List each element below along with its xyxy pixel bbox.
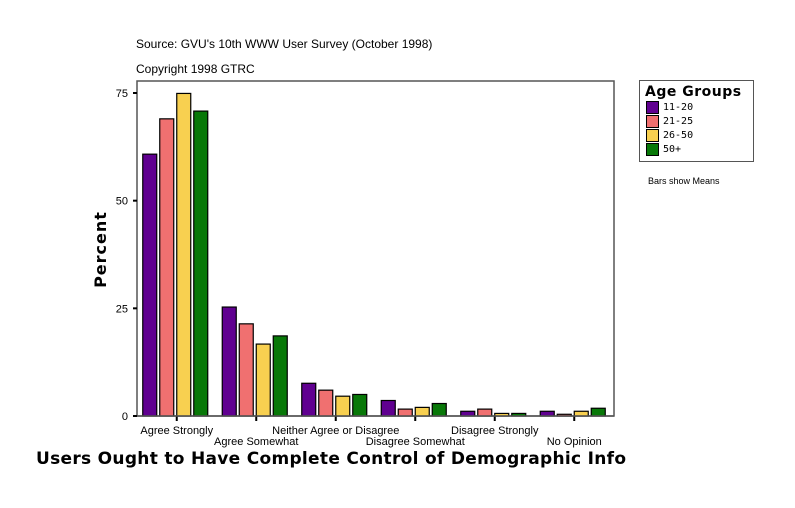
legend-swatch [646,114,659,128]
bar-50+ [352,393,368,417]
bar-11-20 [301,382,317,417]
note-text: Bars show Means [648,176,720,186]
bar-21-25 [397,408,413,417]
y-tick-label: 25 [116,303,128,315]
legend-title: Age Groups [645,84,742,100]
legend-swatch [646,100,659,114]
bar-21-25 [318,389,334,417]
legend-swatch [646,142,659,156]
bar-11-20 [221,306,237,417]
bar-11-20 [142,153,158,417]
legend-item: 26-50 [646,128,753,142]
legend: Age Groups 11-20 21-25 26-50 50+ [639,80,754,162]
x-tick-label: Agree Strongly [140,425,213,437]
y-tick-label: 75 [116,88,128,100]
legend-label: 11-20 [663,101,694,113]
x-tick-label: Disagree Strongly [451,425,539,437]
bar-50+ [431,402,447,417]
legend-item: 21-25 [646,114,753,128]
source-text: Source: GVU's 10th WWW User Survey (Octo… [136,37,433,51]
legend-label: 50+ [663,143,682,155]
bar-21-25 [477,408,493,417]
legend-label: 21-25 [663,115,694,127]
bar-11-20 [380,399,396,417]
y-axis-label: Percent [90,211,110,288]
bar-50+ [272,335,288,417]
copyright-text: Copyright 1998 GTRC [136,62,255,76]
legend-label: 26-50 [663,129,694,141]
legend-item: 50+ [646,142,753,156]
bar-26-50 [414,406,430,417]
x-tick-label: Agree Somewhat [214,436,298,448]
y-tick-label: 0 [122,411,128,423]
bar-50+ [590,407,606,417]
plot-frame [136,80,615,417]
bar-21-25 [159,118,175,417]
chart-title: Users Ought to Have Complete Control of … [36,449,627,469]
bar-26-50 [255,343,271,417]
legend-item: 11-20 [646,100,753,114]
bar-26-50 [335,395,351,417]
y-tick-label: 50 [116,196,128,208]
x-tick-label: Neither Agree or Disagree [272,425,399,437]
bar-21-25 [238,323,254,417]
bar-26-50 [176,92,192,417]
bar-50+ [193,110,209,417]
x-tick-label: Disagree Somewhat [366,436,465,448]
x-tick-label: No Opinion [547,436,602,448]
legend-swatch [646,128,659,142]
